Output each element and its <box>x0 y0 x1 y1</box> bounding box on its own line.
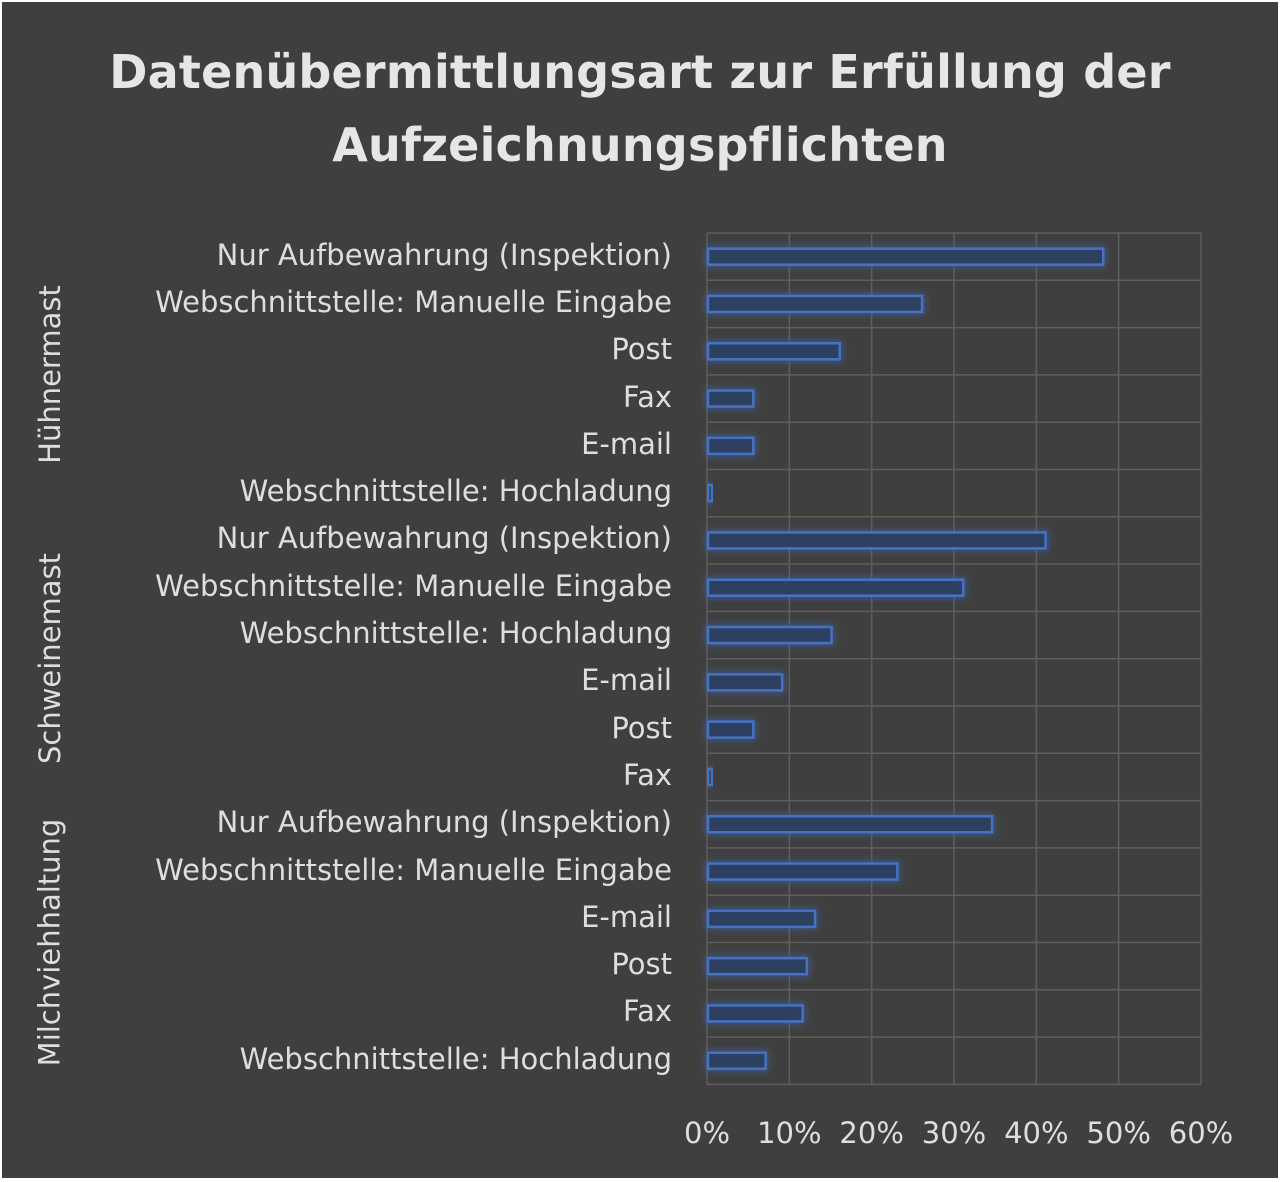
bar <box>706 909 817 929</box>
category-label: Post <box>611 332 672 367</box>
category-label: Post <box>611 947 672 982</box>
x-tick-label: 30% <box>921 1116 987 1150</box>
category-label: Webschnittstelle: Manuelle Eingabe <box>155 284 672 319</box>
bar <box>706 815 994 834</box>
group-label: Hühnermast <box>32 285 67 465</box>
bar <box>706 862 899 881</box>
category-label: Webschnittstelle: Hochladung <box>239 474 672 509</box>
category-label: E-mail <box>581 426 672 461</box>
x-tick-label: 60% <box>1168 1116 1234 1150</box>
group-label: Schweinemast <box>32 553 67 765</box>
bar <box>706 673 784 692</box>
bar <box>706 1004 804 1023</box>
chart-title-line-2: Aufzeichnungspflichten <box>332 118 948 172</box>
category-label: Webschnittstelle: Hochladung <box>239 1041 672 1076</box>
group-label: Milchviehhaltung <box>32 818 67 1067</box>
category-label: Nur Aufbewahrung (Inspektion) <box>216 521 672 556</box>
category-label: Post <box>611 710 672 745</box>
category-label: Webschnittstelle: Hochladung <box>239 616 672 651</box>
bar <box>706 625 833 645</box>
bar <box>706 578 965 597</box>
category-label: E-mail <box>581 899 672 934</box>
category-label: Webschnittstelle: Manuelle Eingabe <box>155 568 672 603</box>
bar <box>706 389 755 408</box>
bar <box>706 342 841 361</box>
bar <box>706 531 1047 550</box>
bar <box>706 247 1105 266</box>
x-tick-label: 0% <box>683 1116 731 1150</box>
bar <box>706 767 714 787</box>
bar <box>706 1051 767 1070</box>
bar <box>706 956 809 976</box>
bar <box>706 436 755 456</box>
bar <box>706 483 714 503</box>
category-label: Fax <box>623 757 672 792</box>
category-label: Nur Aufbewahrung (Inspektion) <box>216 237 672 272</box>
x-tick-label: 40% <box>1004 1116 1069 1150</box>
x-tick-label: 50% <box>1086 1116 1151 1150</box>
bar <box>706 294 924 314</box>
x-tick-label: 20% <box>839 1116 904 1150</box>
category-label: Nur Aufbewahrung (Inspektion) <box>216 805 672 840</box>
category-label: Fax <box>623 994 672 1029</box>
category-label: Webschnittstelle: Manuelle Eingabe <box>155 852 672 887</box>
category-label: Fax <box>623 379 672 414</box>
chart-title-line-1: Datenübermittlungsart zur Erfüllung der <box>109 45 1171 99</box>
x-tick-label: 10% <box>757 1116 822 1150</box>
category-label: E-mail <box>581 663 672 698</box>
bar <box>706 720 755 739</box>
